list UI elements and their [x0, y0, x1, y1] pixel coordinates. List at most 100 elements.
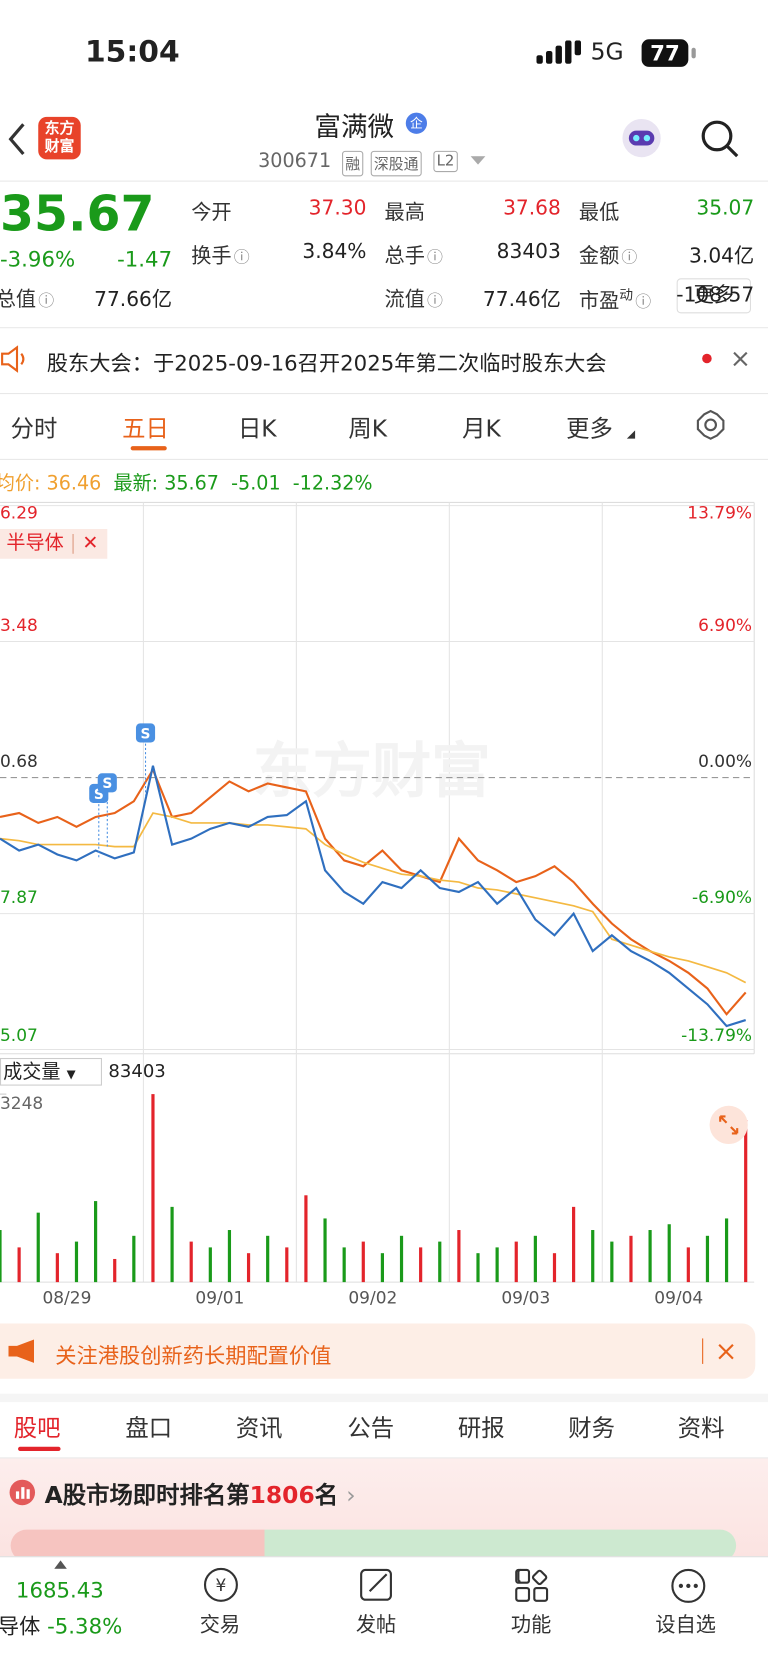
- info-icon[interactable]: ⓘ: [427, 247, 443, 267]
- x-tick-label: 09/03: [501, 1288, 550, 1308]
- field-label: 最高: [384, 200, 425, 225]
- change-pct: -3.96%: [0, 246, 76, 272]
- back-button[interactable]: [6, 121, 27, 157]
- trade-marker: [97, 773, 117, 793]
- stock-code: 300671: [258, 149, 332, 173]
- chart-tab[interactable]: 五日: [122, 416, 169, 443]
- sentiment-bar: [10, 1529, 737, 1562]
- rank-number: 1806: [249, 1482, 315, 1510]
- info-icon[interactable]: ⓘ: [38, 291, 55, 311]
- info-icon[interactable]: ⓘ: [635, 292, 652, 312]
- overlay-name: 半导体: [6, 532, 64, 555]
- x-tick-label: 09/02: [348, 1288, 397, 1308]
- avg-label: 均价:: [0, 472, 41, 496]
- volume-bar: [285, 1247, 289, 1283]
- chart-tab[interactable]: 月K: [462, 416, 501, 443]
- chart-tab[interactable]: 日K: [237, 416, 277, 443]
- volume-bar: [0, 1230, 2, 1283]
- notice-text[interactable]: 股东大会：于2025-09-16召开2025年第二次临时股东大会: [46, 350, 607, 377]
- tab-underline: [18, 1446, 61, 1452]
- volume-bar: [552, 1253, 557, 1283]
- search-button[interactable]: [699, 118, 741, 160]
- indicator-select[interactable]: 成交量 ▼: [0, 1057, 102, 1086]
- rank-text[interactable]: A股市场即时排名第1806名 ›: [44, 1482, 356, 1510]
- y-tick-label: 13.79%: [687, 503, 752, 523]
- info-icon[interactable]: ⓘ: [233, 247, 250, 267]
- info-icon[interactable]: ⓘ: [621, 247, 638, 267]
- field-label: 市盈动 ⓘ: [578, 287, 652, 313]
- volume-bar: [55, 1253, 59, 1283]
- index-name: 半导体: [0, 1613, 41, 1640]
- section-tab[interactable]: 股吧: [13, 1415, 61, 1443]
- x-tick-label: 09/04: [654, 1288, 703, 1308]
- nav-label[interactable]: 发帖: [355, 1613, 397, 1637]
- last-value: 35.67: [164, 472, 219, 496]
- overlay-tag[interactable]: 半导体 | ✕: [0, 528, 107, 559]
- field-sup: 动: [619, 287, 634, 304]
- section-tab[interactable]: 财务: [568, 1415, 616, 1443]
- function-icon: [515, 1568, 549, 1602]
- x-tick-label: 08/29: [42, 1288, 91, 1308]
- close-button[interactable]: [718, 1344, 734, 1360]
- volume-bar: [457, 1230, 461, 1283]
- section-tab[interactable]: 研报: [457, 1415, 505, 1443]
- up-arrow: [54, 1560, 67, 1569]
- speaker-icon: [1, 345, 25, 373]
- chart-tab[interactable]: 分时: [10, 416, 58, 443]
- more-button[interactable]: 更多: [676, 278, 752, 314]
- divider: [0, 180, 768, 182]
- dropdown-icon[interactable]: [470, 156, 486, 166]
- volume-tick-label: 3248: [0, 1094, 43, 1114]
- nav-label[interactable]: 交易: [199, 1613, 241, 1637]
- field-value: -108.57: [676, 283, 755, 307]
- field-value: 77.46亿: [482, 287, 561, 312]
- index-change: -5.38%: [47, 1613, 123, 1640]
- chart-tab[interactable]: 更多: [566, 416, 613, 443]
- volume-bar: [246, 1253, 251, 1283]
- volume-bar: [648, 1230, 652, 1283]
- divider: [0, 327, 768, 329]
- y-left-label: 7.87: [0, 888, 38, 908]
- rank-prefix: A股市场即时排名第: [44, 1482, 250, 1510]
- volume-bar: [113, 1258, 117, 1283]
- section-tab[interactable]: 资讯: [235, 1415, 283, 1443]
- last-label: 最新:: [113, 472, 159, 496]
- y-tick-label: 6.90%: [698, 616, 752, 636]
- field-value: 83403: [496, 240, 561, 264]
- field-value: 37.30: [308, 196, 367, 220]
- nav-label[interactable]: 功能: [510, 1613, 552, 1637]
- volume-bar: [591, 1230, 595, 1283]
- tag: L2: [433, 150, 458, 173]
- field-label: 总值ⓘ: [0, 287, 55, 312]
- tag: 深股通: [370, 150, 422, 177]
- volume-bar: [629, 1235, 633, 1283]
- index-value: 1685.43: [15, 1577, 104, 1603]
- section-tab[interactable]: 公告: [347, 1415, 395, 1443]
- avg-value: 36.46: [46, 472, 102, 496]
- field-label: 最低: [578, 200, 620, 225]
- section-tab[interactable]: 盘口: [125, 1415, 173, 1443]
- volume-bar: [151, 1094, 155, 1283]
- volume-bar: [323, 1218, 327, 1283]
- divider: [0, 1457, 768, 1459]
- nav-label[interactable]: 设自选: [655, 1613, 716, 1637]
- svg-text:¥: ¥: [216, 1576, 227, 1596]
- close-button[interactable]: [732, 351, 749, 368]
- banner[interactable]: [0, 1323, 756, 1379]
- volume-bar: [189, 1241, 193, 1283]
- assistant-avatar[interactable]: [620, 117, 662, 159]
- info-icon[interactable]: ⓘ: [427, 291, 443, 311]
- index-line[interactable]: 半导体 -5.38%: [0, 1609, 122, 1640]
- y-left-label: 0.68: [0, 752, 38, 772]
- logo-line: 东方: [44, 120, 75, 138]
- volume-bar: [227, 1230, 232, 1283]
- field-value: 37.68: [503, 196, 561, 220]
- expand-button[interactable]: [709, 1105, 749, 1145]
- field-value: 35.07: [696, 196, 755, 220]
- volume-bar: [380, 1253, 384, 1283]
- chart-tab[interactable]: 周K: [348, 416, 388, 443]
- five-day-chart: 东方财富 13.79% 6.29 6.90% 3.48 0.00% 0.68 -6.90% 7.…: [0, 501, 755, 1308]
- price-line: [0, 767, 747, 1016]
- section-tab[interactable]: 资料: [677, 1415, 725, 1443]
- settings-button[interactable]: [695, 409, 727, 441]
